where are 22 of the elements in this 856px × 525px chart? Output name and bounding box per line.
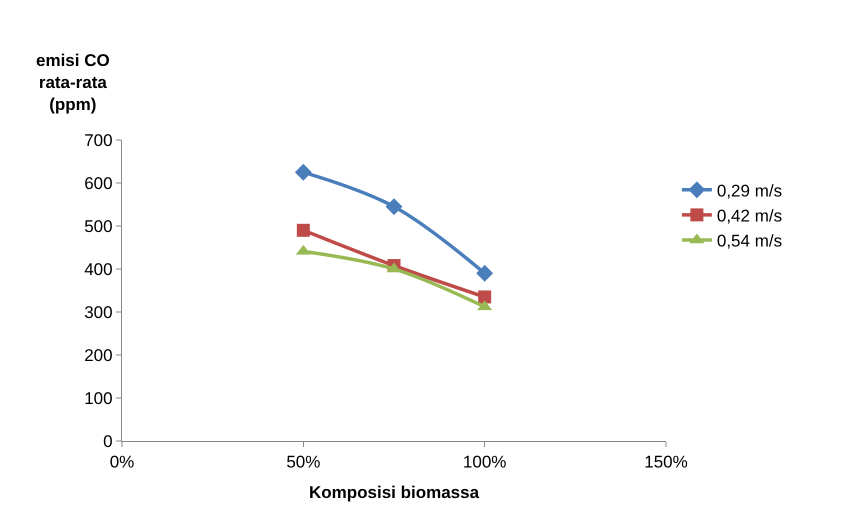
point bbox=[386, 198, 402, 216]
legend-label: 0,54 m/s bbox=[716, 232, 782, 251]
legend-label: 0,42 m/s bbox=[716, 206, 782, 226]
y-tick-label: 700 bbox=[84, 130, 113, 150]
point bbox=[476, 264, 494, 282]
y-tick-label: 400 bbox=[84, 260, 113, 279]
point bbox=[294, 164, 312, 181]
x-tick-label: 150% bbox=[644, 452, 688, 472]
y-tick-label: 300 bbox=[84, 302, 113, 322]
y-axis-title: emisi CO rata-rata (ppm) bbox=[36, 51, 110, 114]
x-tick-label: 0% bbox=[110, 452, 134, 472]
x-tick-label: 50% bbox=[286, 452, 320, 472]
point bbox=[296, 224, 310, 237]
x-tick-label: 100% bbox=[462, 452, 506, 472]
y-tick-label: 200 bbox=[84, 346, 113, 365]
y-tick-label: 600 bbox=[84, 174, 113, 193]
y-tick-label: 100 bbox=[84, 388, 113, 408]
y-tick-label: 500 bbox=[84, 216, 113, 236]
legend-label: 0,29 m/s bbox=[716, 181, 782, 200]
point bbox=[478, 290, 492, 304]
x-axis-title: Komposisi biomassa bbox=[308, 482, 480, 502]
y-tick-label: 0 bbox=[103, 432, 113, 451]
